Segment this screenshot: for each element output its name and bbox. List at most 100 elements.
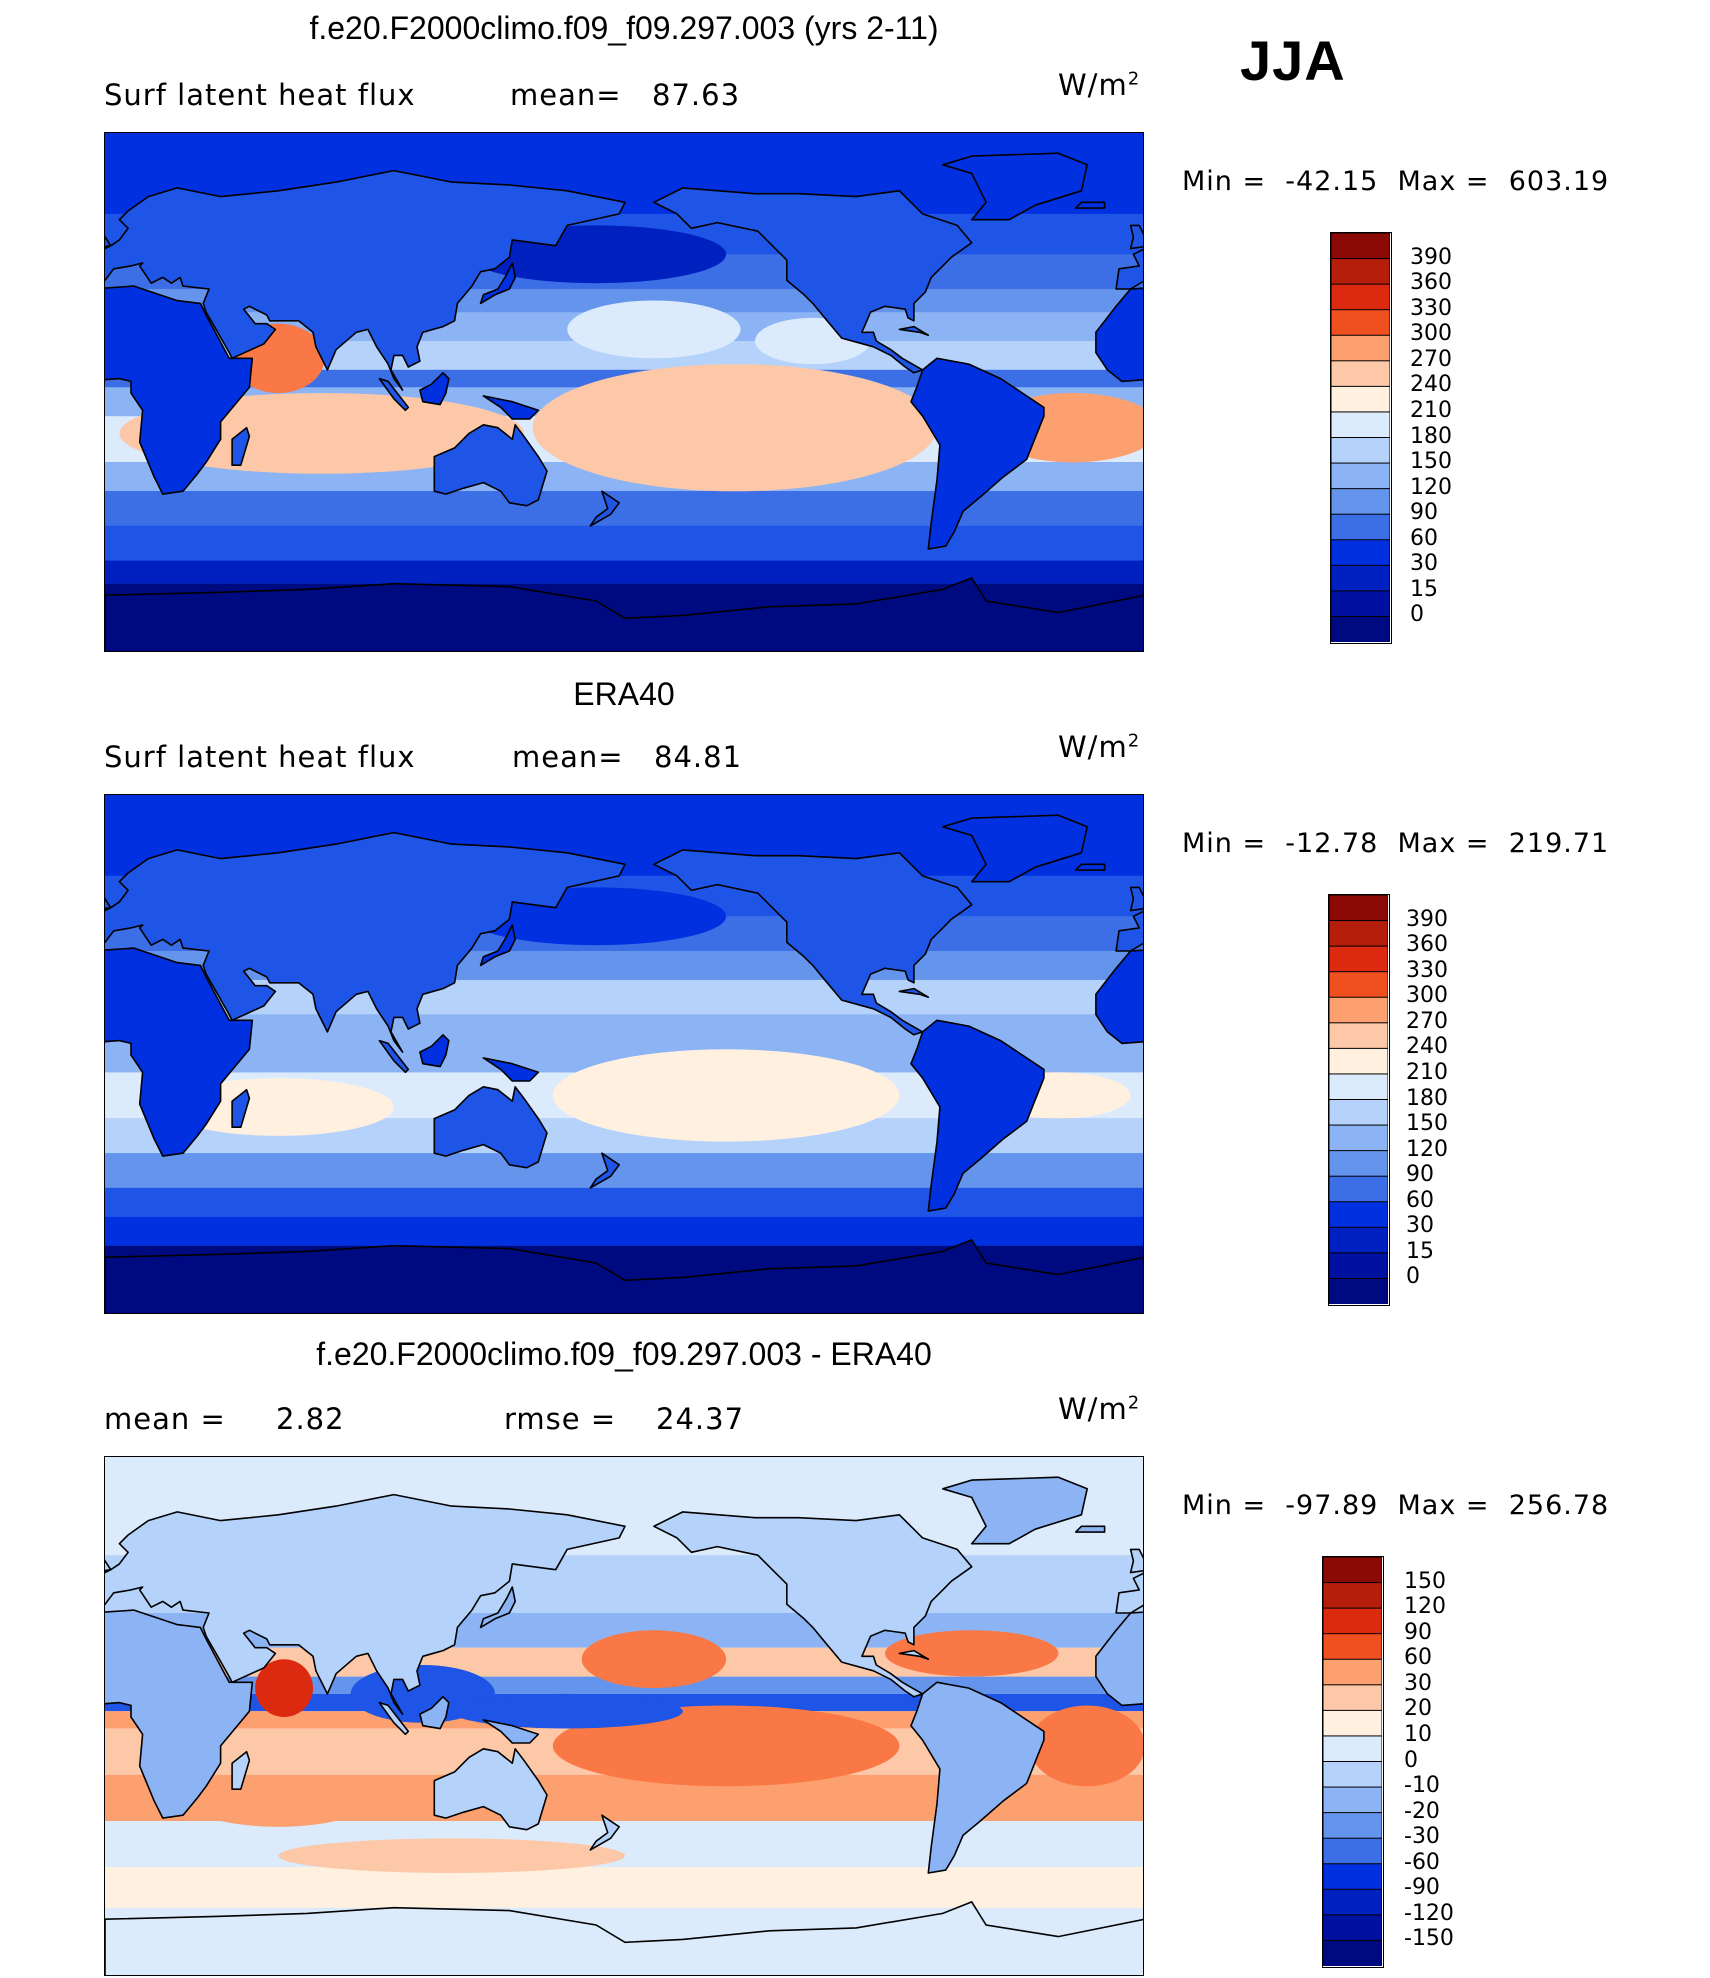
units-label: W/m2 xyxy=(1058,68,1141,102)
colorbar-swatch xyxy=(1331,385,1390,413)
colorbar-level-label: 180 xyxy=(1406,1085,1448,1111)
colorbar-swatch xyxy=(1331,564,1390,592)
colorbar-level-label: -20 xyxy=(1404,1798,1440,1824)
colorbar-level-label: 90 xyxy=(1404,1619,1432,1645)
colorbar-level-label: 0 xyxy=(1410,602,1424,628)
colorbar-level-label: 390 xyxy=(1410,244,1452,270)
coastline xyxy=(419,1696,450,1730)
colorbar-level-label: 120 xyxy=(1404,1594,1446,1620)
coastline xyxy=(419,1034,450,1068)
colorbar-swatch xyxy=(1323,1735,1382,1763)
coastline xyxy=(378,1701,410,1736)
coastline xyxy=(942,1476,1088,1545)
coastline xyxy=(482,395,540,420)
colorbar-swatch xyxy=(1323,1684,1382,1712)
contour-cell xyxy=(1029,1705,1143,1787)
mean-value: 87.63 xyxy=(652,78,741,112)
colorbar-swatches xyxy=(1323,1557,1382,1966)
coastline xyxy=(1074,1525,1106,1533)
coastline xyxy=(433,1086,548,1169)
colorbar-level-label: -30 xyxy=(1404,1824,1440,1850)
rmse-value: 24.37 xyxy=(656,1402,745,1436)
colorbar-swatch xyxy=(1323,1837,1382,1865)
colorbar-swatch xyxy=(1323,1939,1382,1966)
colorbar-swatch xyxy=(1323,1582,1382,1610)
map-model xyxy=(104,132,1144,652)
mean-value: 2.82 xyxy=(276,1402,345,1436)
panel-title: f.e20.F2000climo.f09_f09.297.003 - ERA40 xyxy=(316,1336,932,1372)
coastline xyxy=(105,169,626,391)
contour-cell xyxy=(278,1838,625,1873)
colorbar-swatch xyxy=(1323,1658,1382,1686)
colorbar-level-label: 270 xyxy=(1406,1008,1448,1034)
coastline xyxy=(1129,224,1143,250)
colorbar-swatch xyxy=(1323,1607,1382,1635)
coastline xyxy=(653,849,973,1036)
colorbar-level-label: -150 xyxy=(1404,1926,1454,1952)
colorbar-diff xyxy=(1322,1556,1384,1968)
colorbar-level-label: 30 xyxy=(1404,1670,1432,1696)
colorbar-swatch xyxy=(1323,1557,1382,1584)
coastline xyxy=(942,152,1088,221)
coastline xyxy=(1095,949,1143,1045)
colorbar-swatch xyxy=(1329,1252,1388,1280)
coastline xyxy=(589,490,620,527)
colorbar-swatch xyxy=(1329,1073,1388,1101)
coastline xyxy=(589,1814,620,1851)
colorbar-swatch xyxy=(1331,360,1390,388)
coastline xyxy=(898,987,930,998)
mean-label: mean= xyxy=(512,740,624,774)
colorbar-swatch xyxy=(1329,996,1388,1024)
coastline xyxy=(105,831,626,1053)
panel-title: ERA40 xyxy=(573,676,675,712)
contour-cell xyxy=(552,1049,900,1142)
coastline xyxy=(942,814,1088,883)
colorbar-swatch xyxy=(1331,258,1390,286)
colorbar-level-label: 10 xyxy=(1404,1721,1432,1747)
map-canvas-diff xyxy=(105,1457,1143,1975)
colorbar-level-label: 15 xyxy=(1406,1238,1434,1264)
colorbar-swatch xyxy=(1329,1226,1388,1254)
coastline xyxy=(433,424,548,507)
colorbar-level-label: 360 xyxy=(1406,932,1448,958)
contour-band xyxy=(105,491,1143,526)
coastline xyxy=(910,1681,1045,1874)
coastline xyxy=(105,576,1143,651)
colorbar-level-label: 330 xyxy=(1410,295,1452,321)
colorbar-level-label: 150 xyxy=(1410,449,1452,475)
colorbar-swatch xyxy=(1331,590,1390,618)
colorbar-swatch xyxy=(1331,309,1390,337)
colorbar-level-label: 300 xyxy=(1406,983,1448,1009)
colorbar-swatch xyxy=(1331,513,1390,541)
coastline xyxy=(105,1493,626,1715)
colorbar-level-label: 20 xyxy=(1404,1696,1432,1722)
contour-cell xyxy=(581,1630,727,1689)
mean-label: mean = xyxy=(104,1402,226,1436)
colorbar-swatch xyxy=(1329,945,1388,973)
rmse-label: rmse = xyxy=(504,1402,617,1436)
coastline xyxy=(231,1750,251,1790)
coastline xyxy=(105,897,112,910)
coastline xyxy=(231,1088,251,1128)
coastline xyxy=(1095,1611,1143,1707)
contour-cell xyxy=(451,1693,683,1729)
colorbar-swatch xyxy=(1331,462,1390,490)
coastline xyxy=(1115,910,1143,952)
contour-band xyxy=(105,1867,1143,1908)
coastline xyxy=(105,1238,1143,1313)
colorbar-swatch xyxy=(1323,1863,1382,1891)
coastline xyxy=(378,377,410,412)
min-max-readout: Min = -12.78 Max = 219.71 xyxy=(1182,828,1610,859)
colorbar-level-label: 90 xyxy=(1410,500,1438,526)
colorbar-swatch xyxy=(1329,1277,1388,1304)
coastline xyxy=(105,1900,1143,1975)
coastline xyxy=(378,1039,410,1074)
colorbar-level-label: 60 xyxy=(1406,1187,1434,1213)
contour-band xyxy=(105,1187,1143,1217)
coastline xyxy=(105,285,254,495)
colorbar-level-label: 300 xyxy=(1410,321,1452,347)
contour-cell xyxy=(532,364,937,492)
contour-band xyxy=(105,525,1143,561)
colorbar-level-label: 180 xyxy=(1410,423,1452,449)
colorbar-swatch xyxy=(1331,488,1390,516)
